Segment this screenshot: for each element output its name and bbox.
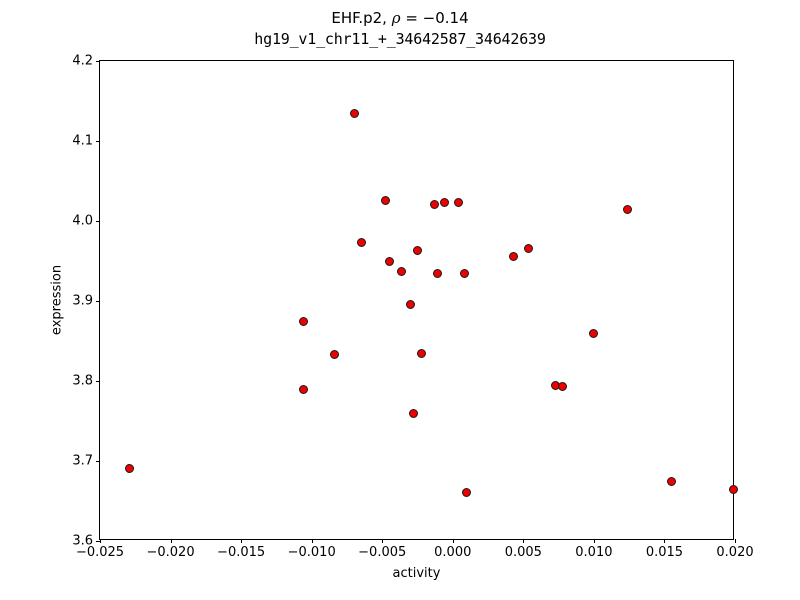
data-point <box>413 246 422 256</box>
x-tick-label: −0.020 <box>146 545 195 560</box>
y-tick-label: 4.1 <box>72 133 93 149</box>
x-tick-label: 0.020 <box>716 545 754 560</box>
data-point <box>459 268 469 278</box>
data-point <box>453 198 463 208</box>
y-tick-label: 4.2 <box>72 53 93 69</box>
y-tick-label: 3.8 <box>72 373 93 389</box>
x-tick-label: 0.005 <box>504 545 542 560</box>
y-tick-label: 4.0 <box>72 213 93 229</box>
y-tick <box>96 221 100 222</box>
x-tick <box>382 539 384 543</box>
y-tick <box>96 141 100 142</box>
x-axis-label: activity <box>392 566 441 581</box>
x-tick <box>100 539 101 543</box>
x-tick-label: −0.005 <box>358 545 407 560</box>
x-tick <box>523 539 525 543</box>
data-point <box>524 243 534 253</box>
data-point <box>408 409 418 419</box>
title-line-2-region-id: hg19_v1_chr11_+_34642587_34642639 <box>254 30 546 48</box>
data-point <box>667 477 676 487</box>
title-dataset-label: EHF.p2, <box>331 9 392 27</box>
data-point <box>417 348 427 358</box>
x-tick-label: −0.025 <box>75 545 125 560</box>
y-tick <box>96 61 100 62</box>
y-tick <box>96 461 100 462</box>
title-line-1: EHF.p2, ρ = −0.14 <box>0 8 800 29</box>
data-point <box>405 299 415 309</box>
rho-value: = −0.14 <box>400 9 469 27</box>
x-tick <box>170 539 172 543</box>
plot-area: 3.6 3.7 3.8 3.9 4.0 4.1 4.2 −0.025 −0.020 −0.015… <box>72 54 753 561</box>
data-point <box>558 382 568 392</box>
data-point <box>623 205 633 215</box>
x-tick <box>593 539 595 543</box>
x-tick <box>664 539 666 543</box>
y-tick-label: 3.9 <box>72 293 93 309</box>
data-point <box>298 316 308 326</box>
data-point <box>298 385 308 395</box>
data-point <box>356 238 366 248</box>
x-tick <box>735 539 736 543</box>
data-point <box>462 487 472 497</box>
x-tick-label: 0.015 <box>645 545 684 560</box>
x-tick-label: −0.010 <box>287 545 336 560</box>
data-point <box>508 251 518 261</box>
y-tick <box>96 301 100 302</box>
data-point <box>729 485 739 495</box>
y-axis-label: expression <box>49 264 65 336</box>
rho-symbol: ρ <box>391 9 401 27</box>
y-tick <box>96 381 100 382</box>
data-point <box>589 328 599 338</box>
data-point <box>432 268 442 278</box>
x-tick <box>311 539 313 543</box>
data-point <box>439 198 449 208</box>
x-tick-label: 0.000 <box>434 545 472 560</box>
x-tick-label: −0.015 <box>217 545 266 560</box>
data-point <box>380 195 390 205</box>
figure-title: EHF.p2, ρ = −0.14 hg19_v1_chr11_+_346425… <box>0 8 800 50</box>
x-tick <box>452 539 454 543</box>
y-tick <box>96 541 100 542</box>
data-points-layer <box>100 61 739 539</box>
data-point <box>125 463 135 473</box>
data-point <box>397 266 407 276</box>
data-point <box>384 257 394 267</box>
data-point <box>429 199 439 209</box>
y-tick-label: 3.6 <box>72 533 93 549</box>
data-point <box>329 350 339 360</box>
x-tick <box>241 539 243 543</box>
data-point <box>349 109 359 119</box>
y-tick-label: 3.7 <box>72 453 93 469</box>
x-tick-label: 0.010 <box>575 545 613 560</box>
